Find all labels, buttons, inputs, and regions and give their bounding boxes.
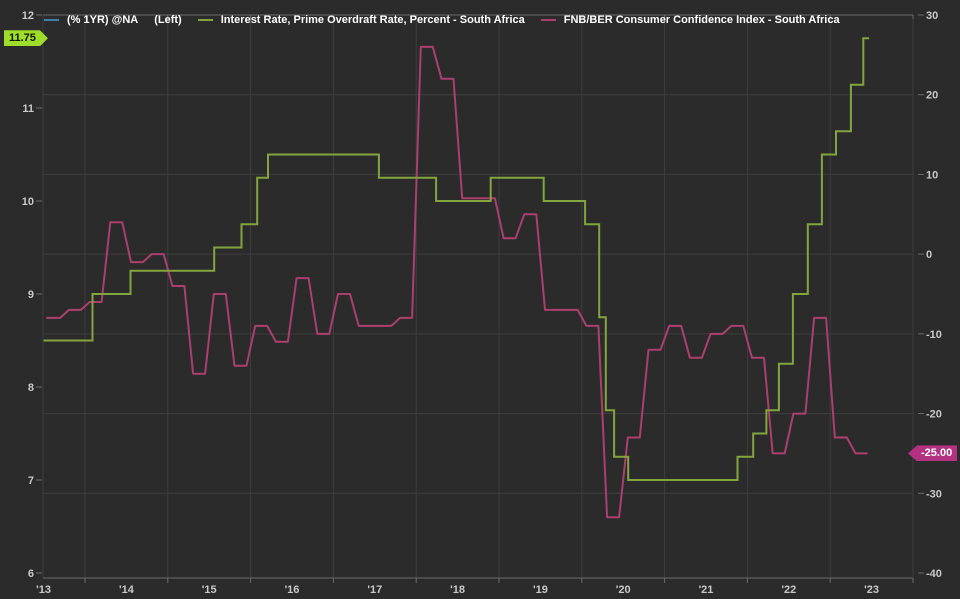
svg-text:'23: '23 bbox=[864, 584, 879, 596]
svg-text:-10: -10 bbox=[926, 329, 942, 341]
svg-text:11: 11 bbox=[22, 103, 34, 115]
series-swatch-green bbox=[197, 19, 213, 21]
h-gridlines bbox=[43, 94, 913, 494]
plot-area[interactable] bbox=[43, 15, 913, 578]
legend-label: Interest Rate, Prime Overdraft Rate, Per… bbox=[220, 14, 525, 26]
svg-text:-30: -30 bbox=[926, 488, 942, 500]
prime-rate-series-line bbox=[43, 37, 870, 481]
left-value-badge: 11.75 bbox=[4, 30, 48, 46]
svg-text:-40: -40 bbox=[926, 568, 942, 580]
v-gridlines bbox=[84, 15, 831, 578]
svg-text:'14: '14 bbox=[119, 584, 135, 596]
svg-text:'13: '13 bbox=[36, 584, 51, 596]
series-swatch-pink bbox=[540, 19, 556, 21]
legend-item-cci[interactable]: FNB/BER Consumer Confidence Index - Sout… bbox=[540, 14, 840, 26]
legend: (% 1YR) @NA (Left) Interest Rate, Prime … bbox=[44, 13, 840, 27]
legend-item-prime-rate[interactable]: Interest Rate, Prime Overdraft Rate, Per… bbox=[197, 14, 525, 26]
right-value-badge: -25.00 bbox=[908, 445, 958, 462]
svg-text:'19: '19 bbox=[533, 584, 548, 596]
svg-text:10: 10 bbox=[22, 196, 34, 208]
x-axis-labels: '13 '14 '15 '16 '17 '18 '19 '20 '21 '22 '23 bbox=[36, 584, 879, 596]
axis-ticks bbox=[36, 14, 924, 583]
axis-frame bbox=[42, 14, 914, 579]
cci-series-line bbox=[46, 45, 868, 519]
svg-text:'21: '21 bbox=[699, 584, 714, 596]
svg-text:7: 7 bbox=[28, 475, 34, 487]
left-axis-labels: 12 11 10 9 8 7 6 bbox=[22, 10, 34, 580]
svg-text:6: 6 bbox=[28, 568, 34, 580]
legend-item-1yr-na[interactable]: (% 1YR) @NA (Left) bbox=[44, 14, 182, 26]
legend-label: FNB/BER Consumer Confidence Index - Sout… bbox=[563, 14, 840, 26]
svg-text:'18: '18 bbox=[450, 584, 465, 596]
svg-text:'17: '17 bbox=[367, 584, 382, 596]
left-value-badge-text: 11.75 bbox=[9, 32, 36, 45]
legend-axis-qualifier: (Left) bbox=[154, 14, 182, 26]
series-swatch-blue bbox=[44, 19, 59, 21]
svg-text:12: 12 bbox=[22, 10, 34, 22]
svg-text:9: 9 bbox=[28, 289, 34, 301]
svg-text:30: 30 bbox=[926, 10, 938, 22]
svg-text:8: 8 bbox=[28, 382, 34, 394]
legend-label: (% 1YR) @NA bbox=[67, 14, 139, 26]
right-value-badge-text: -25.00 bbox=[921, 447, 953, 460]
svg-text:20: 20 bbox=[926, 90, 938, 102]
svg-text:'15: '15 bbox=[202, 584, 217, 596]
svg-text:'20: '20 bbox=[616, 584, 631, 596]
right-axis-labels: 30 20 10 0 -10 -20 -30 -40 bbox=[926, 10, 942, 580]
svg-text:'22: '22 bbox=[781, 584, 796, 596]
svg-text:-20: -20 bbox=[926, 409, 942, 421]
svg-text:10: 10 bbox=[926, 169, 938, 181]
svg-text:0: 0 bbox=[926, 249, 932, 261]
svg-text:'16: '16 bbox=[285, 584, 300, 596]
